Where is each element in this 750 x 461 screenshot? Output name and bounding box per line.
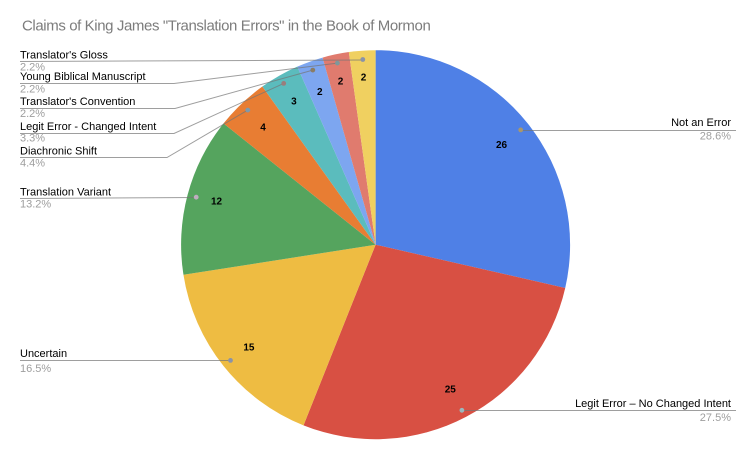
svg-text:2: 2 bbox=[317, 87, 323, 98]
svg-text:3.3%: 3.3% bbox=[20, 133, 45, 145]
svg-text:Legit Error – No Changed Inten: Legit Error – No Changed Intent bbox=[575, 398, 731, 410]
svg-text:Young Biblical Manuscript: Young Biblical Manuscript bbox=[20, 71, 146, 83]
svg-text:Not an Error: Not an Error bbox=[671, 117, 731, 129]
svg-text:Translation Variant: Translation Variant bbox=[20, 186, 111, 198]
svg-text:2.2%: 2.2% bbox=[20, 83, 45, 95]
svg-text:15: 15 bbox=[243, 343, 255, 354]
svg-text:Diachronic Shift: Diachronic Shift bbox=[20, 146, 97, 158]
svg-text:13.2%: 13.2% bbox=[20, 199, 51, 211]
svg-text:2: 2 bbox=[338, 77, 344, 88]
svg-text:28.6%: 28.6% bbox=[700, 131, 731, 143]
svg-text:Translator's Convention: Translator's Convention bbox=[20, 96, 135, 108]
svg-text:Translator's Gloss: Translator's Gloss bbox=[20, 50, 108, 62]
svg-text:27.5%: 27.5% bbox=[700, 412, 731, 424]
svg-text:2: 2 bbox=[361, 72, 367, 83]
svg-text:12: 12 bbox=[211, 196, 223, 207]
svg-text:2.2%: 2.2% bbox=[20, 61, 45, 73]
svg-text:Legit Error - Changed Intent: Legit Error - Changed Intent bbox=[20, 121, 156, 133]
svg-text:3: 3 bbox=[291, 96, 297, 107]
svg-text:Claims of King James "Translat: Claims of King James "Translation Errors… bbox=[22, 18, 430, 35]
svg-text:Uncertain: Uncertain bbox=[20, 348, 67, 360]
svg-text:26: 26 bbox=[496, 140, 508, 151]
svg-text:4.4%: 4.4% bbox=[20, 157, 45, 169]
svg-text:16.5%: 16.5% bbox=[20, 363, 51, 375]
svg-text:25: 25 bbox=[445, 384, 457, 395]
svg-text:2.2%: 2.2% bbox=[20, 108, 45, 120]
svg-text:4: 4 bbox=[260, 122, 266, 133]
